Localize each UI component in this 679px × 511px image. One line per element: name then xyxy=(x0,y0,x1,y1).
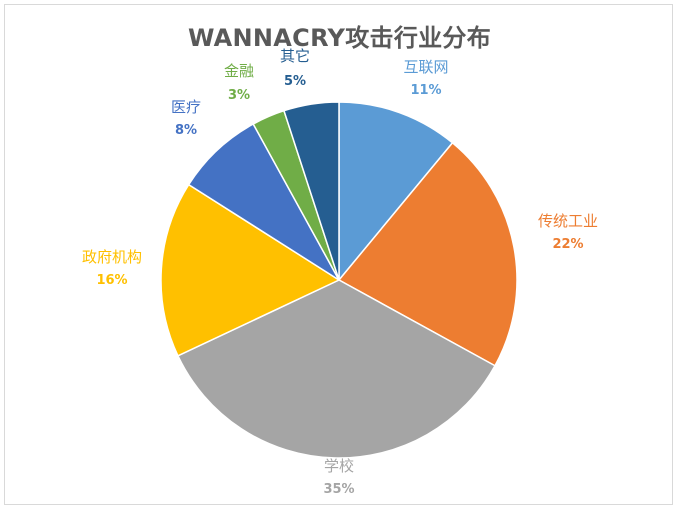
pie-slice xyxy=(338,101,454,283)
slice-name-label: 其它 xyxy=(280,47,310,65)
slice-name-label: 互联网 xyxy=(403,58,448,76)
slice-percent-label: 11% xyxy=(410,83,441,98)
pie-slice xyxy=(283,101,340,281)
slice-percent-label: 16% xyxy=(96,273,127,288)
pie-slice xyxy=(176,279,496,459)
slice-percent-label: 8% xyxy=(175,123,197,138)
slice-name-label: 政府机构 xyxy=(82,248,142,266)
slice-name-label: 学校 xyxy=(324,457,354,475)
pie-slice xyxy=(337,141,518,367)
pie-slice xyxy=(187,123,340,281)
pie-slice xyxy=(160,183,341,357)
slice-percent-label: 5% xyxy=(284,74,306,89)
slice-name-label: 传统工业 xyxy=(538,212,598,230)
slice-percent-label: 22% xyxy=(552,237,583,252)
chart-title: WANNACRY攻击行业分布 xyxy=(187,24,492,52)
slice-percent-label: 3% xyxy=(228,88,250,103)
slice-percent-label: 35% xyxy=(323,482,354,497)
slice-name-label: 医疗 xyxy=(171,98,201,116)
slice-name-label: 金融 xyxy=(224,62,254,80)
